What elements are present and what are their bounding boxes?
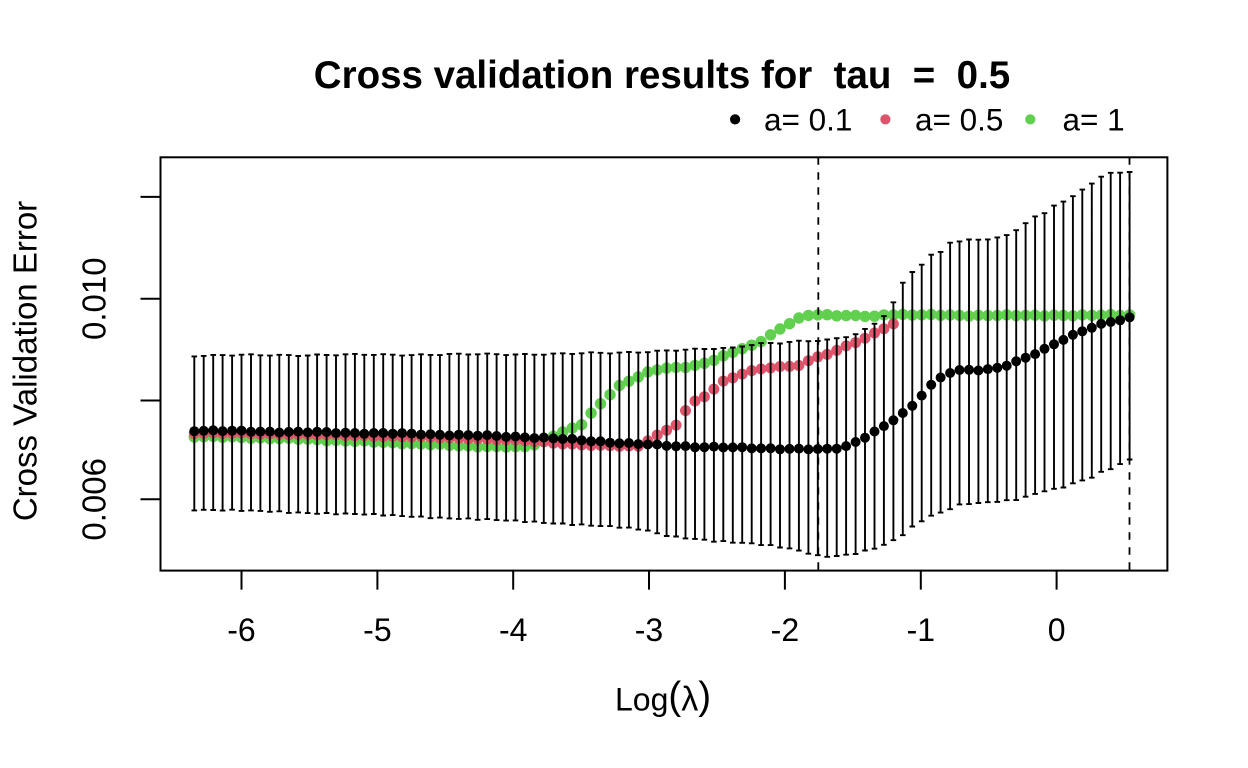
svg-text:a= 0.1: a= 0.1 [764, 101, 852, 137]
svg-text:0: 0 [1048, 612, 1066, 648]
svg-text:-6: -6 [227, 612, 255, 648]
svg-text:a= 1: a= 1 [1063, 101, 1125, 137]
svg-text:-1: -1 [907, 612, 935, 648]
svg-text:Cross Validation Error: Cross Validation Error [7, 201, 44, 521]
svg-text:0.010: 0.010 [76, 257, 113, 340]
svg-text:0.006: 0.006 [76, 458, 113, 541]
svg-text:-2: -2 [771, 612, 799, 648]
svg-text:-3: -3 [635, 612, 663, 648]
svg-text:a= 0.5: a= 0.5 [915, 101, 1003, 137]
svg-text:Log(λ): Log(λ) [615, 675, 711, 718]
svg-text:Cross validation results for: Cross validation results for tau = 0.5 [314, 54, 1010, 97]
svg-text:-5: -5 [363, 612, 391, 648]
svg-text:-4: -4 [499, 612, 527, 648]
